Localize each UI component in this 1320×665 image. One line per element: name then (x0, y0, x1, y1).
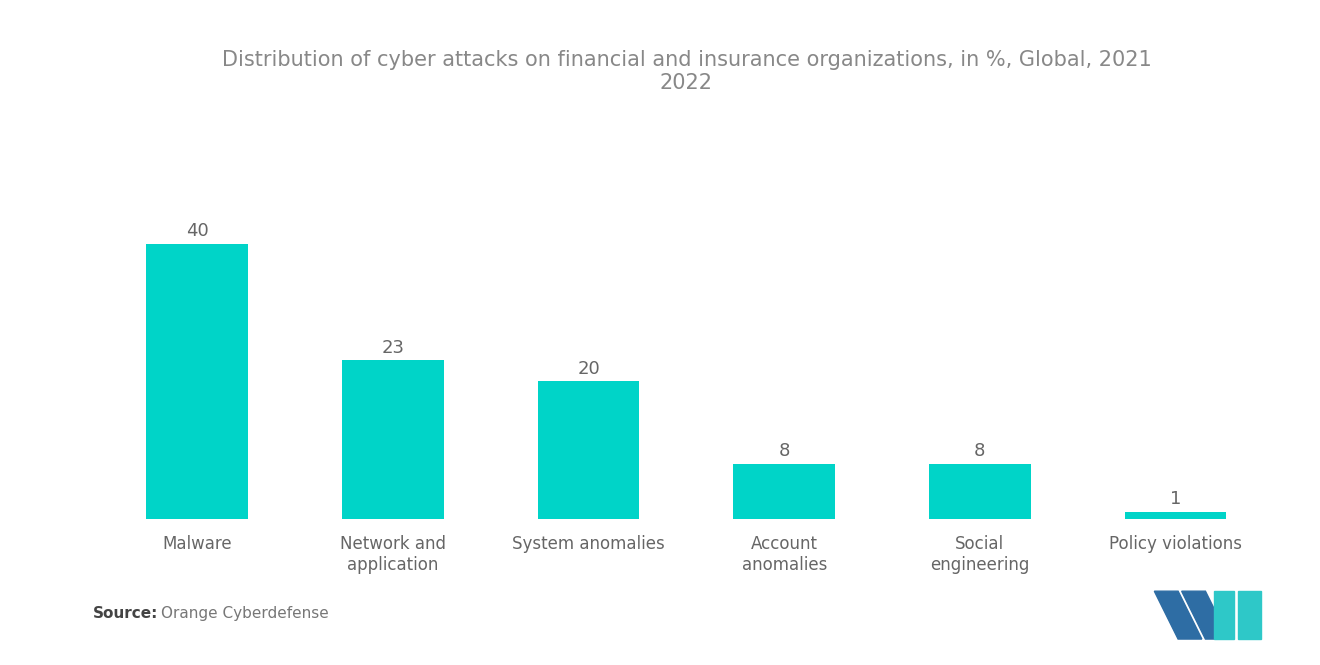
Text: 1: 1 (1170, 490, 1181, 508)
Polygon shape (1154, 591, 1203, 639)
Text: Orange Cyberdefense: Orange Cyberdefense (161, 606, 329, 622)
Text: 20: 20 (577, 360, 601, 378)
Polygon shape (1181, 591, 1229, 639)
Bar (1125, 512, 1226, 519)
Title: Distribution of cyber attacks on financial and insurance organizations, in %, Gl: Distribution of cyber attacks on financi… (222, 50, 1151, 93)
Polygon shape (1238, 591, 1262, 639)
Polygon shape (1214, 591, 1234, 639)
Bar (342, 360, 444, 519)
Bar (147, 243, 248, 519)
Text: 8: 8 (974, 442, 986, 460)
Text: 40: 40 (186, 222, 209, 240)
Text: Source:: Source: (92, 606, 158, 622)
Bar (734, 464, 836, 519)
Text: 23: 23 (381, 339, 404, 357)
Text: 8: 8 (779, 442, 789, 460)
Bar (929, 464, 1031, 519)
Bar (537, 381, 639, 519)
